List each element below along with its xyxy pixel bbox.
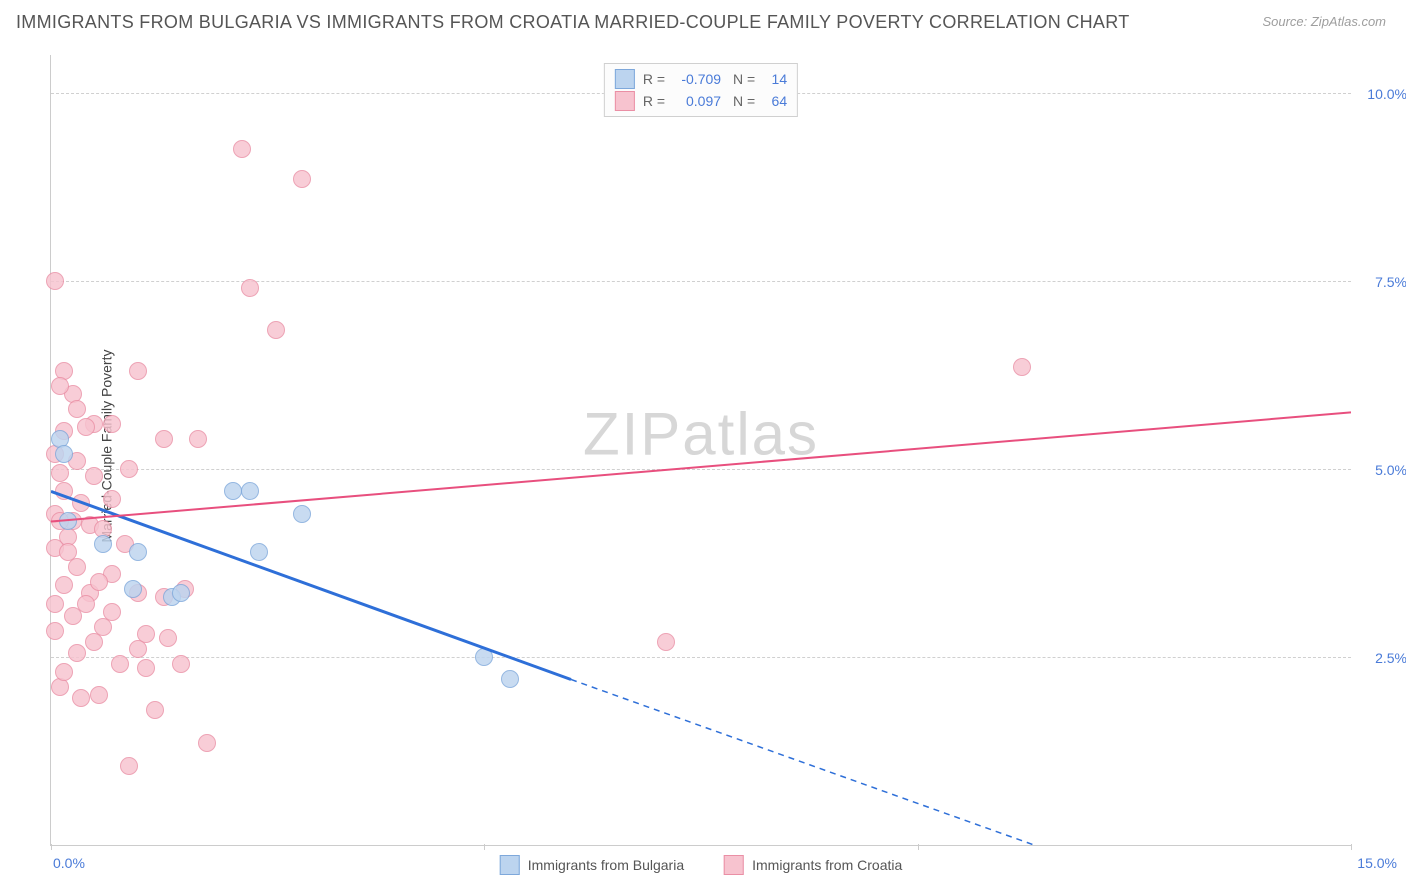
scatter-point xyxy=(159,629,177,647)
scatter-point xyxy=(77,595,95,613)
x-tick-mark xyxy=(1351,844,1352,850)
y-tick-label: 2.5% xyxy=(1375,650,1406,666)
legend-item-croatia: Immigrants from Croatia xyxy=(724,855,902,875)
y-tick-label: 7.5% xyxy=(1375,274,1406,290)
scatter-point xyxy=(475,648,493,666)
scatter-point xyxy=(77,418,95,436)
scatter-point xyxy=(155,430,173,448)
scatter-point xyxy=(46,622,64,640)
series-legend: Immigrants from Bulgaria Immigrants from… xyxy=(500,855,903,875)
scatter-point xyxy=(137,659,155,677)
watermark-light: atlas xyxy=(682,401,819,468)
legend-n-label: N = xyxy=(729,71,755,87)
scatter-point xyxy=(51,464,69,482)
legend-label-bulgaria: Immigrants from Bulgaria xyxy=(528,857,684,873)
trendlines-svg xyxy=(51,55,1351,845)
scatter-point xyxy=(293,505,311,523)
scatter-point xyxy=(103,415,121,433)
scatter-point xyxy=(120,757,138,775)
scatter-point xyxy=(68,558,86,576)
scatter-point xyxy=(55,663,73,681)
scatter-point xyxy=(241,279,259,297)
chart-title: IMMIGRANTS FROM BULGARIA VS IMMIGRANTS F… xyxy=(16,12,1130,33)
legend-n-label: N = xyxy=(729,93,755,109)
correlation-legend: R = -0.709 N = 14 R = 0.097 N = 64 xyxy=(604,63,798,117)
scatter-point xyxy=(94,535,112,553)
y-tick-label: 10.0% xyxy=(1367,86,1406,102)
scatter-point xyxy=(250,543,268,561)
plot-area: ZIPatlas R = -0.709 N = 14 R = 0.097 N =… xyxy=(50,55,1351,846)
scatter-point xyxy=(224,482,242,500)
scatter-point xyxy=(172,584,190,602)
scatter-point xyxy=(59,512,77,530)
scatter-point xyxy=(293,170,311,188)
scatter-point xyxy=(172,655,190,673)
scatter-point xyxy=(68,644,86,662)
legend-swatch-bulgaria xyxy=(615,69,635,89)
scatter-point xyxy=(129,543,147,561)
scatter-point xyxy=(46,595,64,613)
scatter-point xyxy=(501,670,519,688)
scatter-point xyxy=(657,633,675,651)
y-tick-label: 5.0% xyxy=(1375,462,1406,478)
scatter-point xyxy=(267,321,285,339)
x-tick-min: 0.0% xyxy=(53,855,85,871)
legend-n-value-croatia: 64 xyxy=(763,93,787,109)
legend-swatch-croatia xyxy=(615,91,635,111)
legend-r-value-croatia: 0.097 xyxy=(673,93,721,109)
legend-row-bulgaria: R = -0.709 N = 14 xyxy=(615,68,787,90)
scatter-point xyxy=(90,573,108,591)
trend-line xyxy=(51,412,1351,521)
scatter-point xyxy=(55,482,73,500)
scatter-point xyxy=(46,272,64,290)
scatter-point xyxy=(51,377,69,395)
gridline: 2.5% xyxy=(51,657,1351,658)
scatter-point xyxy=(189,430,207,448)
scatter-point xyxy=(146,701,164,719)
chart-container: IMMIGRANTS FROM BULGARIA VS IMMIGRANTS F… xyxy=(0,0,1406,892)
legend-swatch-bulgaria-bottom xyxy=(500,855,520,875)
watermark: ZIPatlas xyxy=(583,400,819,469)
legend-r-label: R = xyxy=(643,71,665,87)
x-tick-mark xyxy=(51,844,52,850)
x-tick-mark xyxy=(918,844,919,850)
x-tick-mark xyxy=(484,844,485,850)
scatter-point xyxy=(72,689,90,707)
legend-r-value-bulgaria: -0.709 xyxy=(673,71,721,87)
scatter-point xyxy=(103,490,121,508)
scatter-point xyxy=(111,655,129,673)
source-attribution: Source: ZipAtlas.com xyxy=(1262,14,1386,29)
scatter-point xyxy=(90,686,108,704)
scatter-point xyxy=(198,734,216,752)
scatter-point xyxy=(1013,358,1031,376)
scatter-point xyxy=(129,362,147,380)
legend-swatch-croatia-bottom xyxy=(724,855,744,875)
trend-line-extrapolated xyxy=(571,679,1308,845)
gridline: 5.0% xyxy=(51,469,1351,470)
watermark-bold: ZIP xyxy=(583,401,682,468)
scatter-point xyxy=(129,640,147,658)
scatter-point xyxy=(72,494,90,512)
legend-r-label: R = xyxy=(643,93,665,109)
scatter-point xyxy=(55,576,73,594)
scatter-point xyxy=(94,618,112,636)
scatter-point xyxy=(120,460,138,478)
scatter-point xyxy=(85,467,103,485)
scatter-point xyxy=(241,482,259,500)
scatter-point xyxy=(59,543,77,561)
legend-row-croatia: R = 0.097 N = 64 xyxy=(615,90,787,112)
scatter-point xyxy=(55,445,73,463)
legend-item-bulgaria: Immigrants from Bulgaria xyxy=(500,855,684,875)
scatter-point xyxy=(233,140,251,158)
legend-n-value-bulgaria: 14 xyxy=(763,71,787,87)
scatter-point xyxy=(68,400,86,418)
legend-label-croatia: Immigrants from Croatia xyxy=(752,857,902,873)
scatter-point xyxy=(124,580,142,598)
x-tick-max: 15.0% xyxy=(1357,855,1397,871)
